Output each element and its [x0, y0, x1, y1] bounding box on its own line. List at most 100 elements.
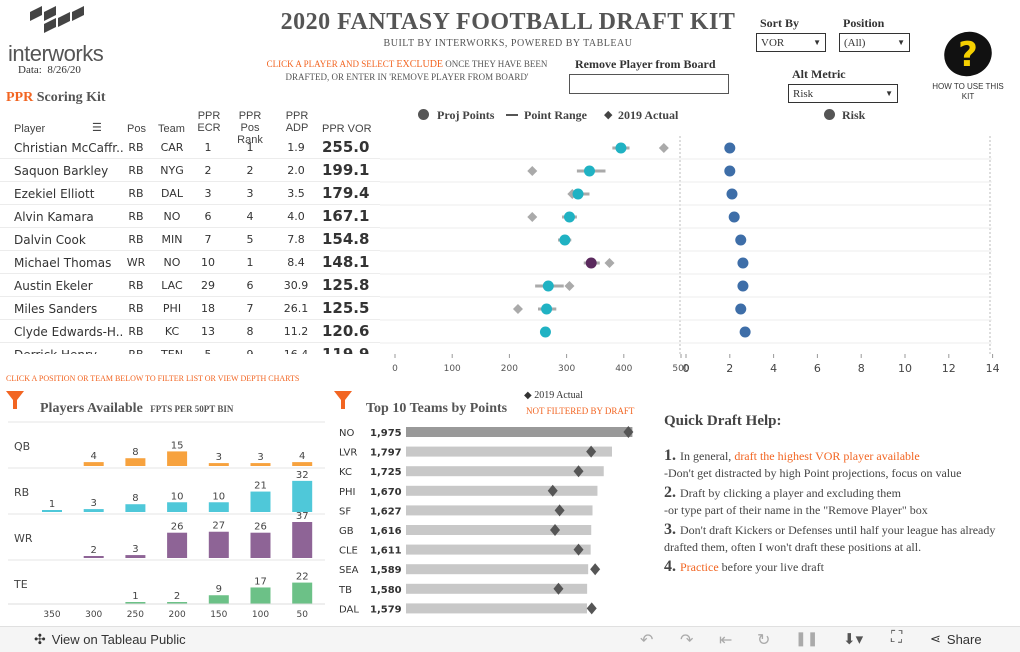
- player-row[interactable]: Dalvin Cook RB MIN 7 5 7.8 154.8: [0, 228, 380, 251]
- risk-dot[interactable]: [726, 188, 738, 200]
- team-label[interactable]: KC: [339, 467, 352, 478]
- available-bar[interactable]: [250, 587, 271, 604]
- team-row[interactable]: KC 1,725: [339, 465, 604, 478]
- actual-2019-marker[interactable]: [658, 143, 669, 153]
- team-points-bar[interactable]: [406, 485, 598, 496]
- proj-points-dot[interactable]: [583, 165, 595, 177]
- position-label[interactable]: RB: [14, 486, 29, 499]
- available-bar[interactable]: [292, 480, 313, 512]
- proj-points-dot[interactable]: [563, 211, 575, 223]
- sort-by-select[interactable]: VOR ▼: [756, 33, 826, 52]
- player-row[interactable]: Christian McCaffr.. RB CAR 1 1 1.9 255.0: [0, 136, 380, 159]
- view-on-tableau-button[interactable]: ✣ View on Tableau Public: [34, 631, 186, 648]
- available-bar[interactable]: [167, 502, 188, 512]
- available-bar[interactable]: [250, 491, 271, 512]
- team-actual-marker[interactable]: [553, 582, 564, 595]
- player-row[interactable]: Michael Thomas WR NO 10 1 8.4 148.1: [0, 251, 380, 274]
- team-actual-marker[interactable]: [573, 465, 584, 478]
- team-label[interactable]: CLE: [339, 546, 358, 557]
- position-label[interactable]: WR: [14, 532, 33, 545]
- proj-points-dot[interactable]: [585, 257, 597, 269]
- player-row[interactable]: Austin Ekeler RB LAC 29 6 30.9 125.8: [0, 274, 380, 297]
- actual-2019-marker[interactable]: [527, 166, 538, 176]
- pause-icon[interactable]: ❚❚: [795, 630, 819, 646]
- team-points-bar[interactable]: [406, 564, 589, 575]
- sort-icon[interactable]: ☰: [92, 122, 102, 134]
- available-bar[interactable]: [292, 582, 313, 604]
- help-button[interactable]: ? HOW TO USE THIS KIT: [928, 28, 1008, 106]
- position-group-rb[interactable]: RB 1 3 8 10 10 21 32: [8, 467, 325, 512]
- team-points-bar[interactable]: [406, 544, 591, 555]
- proj-points-dot[interactable]: [615, 142, 627, 154]
- available-bar[interactable]: [83, 462, 104, 466]
- teams-filter-icon[interactable]: [334, 391, 352, 416]
- available-bar[interactable]: [83, 509, 104, 512]
- actual-2019-marker[interactable]: [527, 212, 538, 222]
- team-points-bar[interactable]: [406, 446, 612, 457]
- risk-dot[interactable]: [724, 165, 736, 177]
- available-bar[interactable]: [125, 458, 146, 466]
- player-row[interactable]: Clyde Edwards-H.. RB KC 13 8 11.2 120.6: [0, 320, 380, 343]
- team-row[interactable]: LVR 1,797: [339, 445, 612, 459]
- team-row[interactable]: GB 1,616: [339, 524, 592, 537]
- risk-dot[interactable]: [735, 234, 747, 246]
- risk-dot[interactable]: [728, 211, 740, 223]
- player-row[interactable]: Alvin Kamara RB NO 6 4 4.0 167.1: [0, 205, 380, 228]
- available-bar[interactable]: [167, 602, 188, 604]
- risk-dot[interactable]: [735, 303, 747, 315]
- team-points-bar[interactable]: [406, 583, 588, 594]
- available-bar[interactable]: [167, 451, 188, 466]
- position-label[interactable]: TE: [13, 578, 28, 591]
- player-row[interactable]: Saquon Barkley RB NYG 2 2 2.0 199.1: [0, 159, 380, 182]
- risk-dot[interactable]: [724, 142, 736, 154]
- available-bar[interactable]: [208, 463, 229, 466]
- team-points-bar[interactable]: [406, 505, 593, 516]
- team-actual-marker[interactable]: [586, 602, 597, 615]
- team-label[interactable]: NO: [339, 428, 354, 439]
- proj-points-dot[interactable]: [541, 303, 553, 315]
- team-row[interactable]: NO 1,975: [339, 426, 634, 439]
- undo-icon[interactable]: ↶: [640, 632, 654, 649]
- available-bar[interactable]: [167, 532, 188, 558]
- team-label[interactable]: DAL: [339, 604, 359, 615]
- available-bar[interactable]: [208, 595, 229, 604]
- interworks-logo[interactable]: interworks: [8, 6, 108, 66]
- download-icon[interactable]: ⬇▾: [843, 631, 864, 648]
- team-actual-marker[interactable]: [547, 484, 558, 497]
- team-actual-marker[interactable]: [586, 445, 597, 458]
- position-group-qb[interactable]: QB 4 8 15 3 3 4: [8, 421, 325, 466]
- team-actual-marker[interactable]: [573, 543, 584, 556]
- available-bar[interactable]: [292, 522, 313, 558]
- available-bar[interactable]: [292, 462, 313, 466]
- player-row[interactable]: Miles Sanders RB PHI 18 7 26.1 125.5: [0, 297, 380, 320]
- refresh-icon[interactable]: ↻: [757, 632, 771, 649]
- alt-metric-select[interactable]: Risk ▼: [788, 84, 898, 103]
- team-points-bar[interactable]: [406, 466, 604, 477]
- team-points-bar[interactable]: [406, 603, 588, 614]
- team-label[interactable]: PHI: [339, 487, 356, 498]
- position-group-te[interactable]: TE 1 2 9 17 22: [8, 559, 325, 604]
- fullscreen-icon[interactable]: ⛶: [891, 629, 903, 646]
- proj-points-dot[interactable]: [572, 188, 584, 200]
- actual-2019-marker[interactable]: [604, 258, 615, 268]
- team-label[interactable]: GB: [339, 526, 354, 537]
- actual-2019-marker[interactable]: [564, 281, 575, 291]
- team-row[interactable]: SEA 1,589: [339, 563, 601, 576]
- share-button[interactable]: ⋖ Share: [930, 631, 982, 647]
- team-row[interactable]: DAL 1,579: [339, 602, 597, 615]
- available-bar[interactable]: [250, 463, 271, 466]
- team-row[interactable]: TB 1,580: [338, 582, 588, 596]
- team-actual-marker[interactable]: [550, 524, 561, 536]
- players-filter-icon[interactable]: [6, 391, 24, 416]
- proj-points-dot[interactable]: [539, 326, 551, 338]
- proj-points-dot[interactable]: [559, 234, 571, 246]
- risk-dot[interactable]: [739, 326, 751, 338]
- team-label[interactable]: LVR: [339, 448, 357, 459]
- available-bar[interactable]: [208, 502, 229, 512]
- position-label[interactable]: QB: [14, 440, 30, 453]
- team-label[interactable]: TB: [338, 585, 352, 596]
- available-bar[interactable]: [125, 555, 146, 558]
- actual-2019-marker[interactable]: [512, 304, 523, 314]
- position-select[interactable]: (All) ▼: [839, 33, 910, 52]
- position-group-wr[interactable]: WR 2 3 26 27 26 37: [8, 511, 325, 558]
